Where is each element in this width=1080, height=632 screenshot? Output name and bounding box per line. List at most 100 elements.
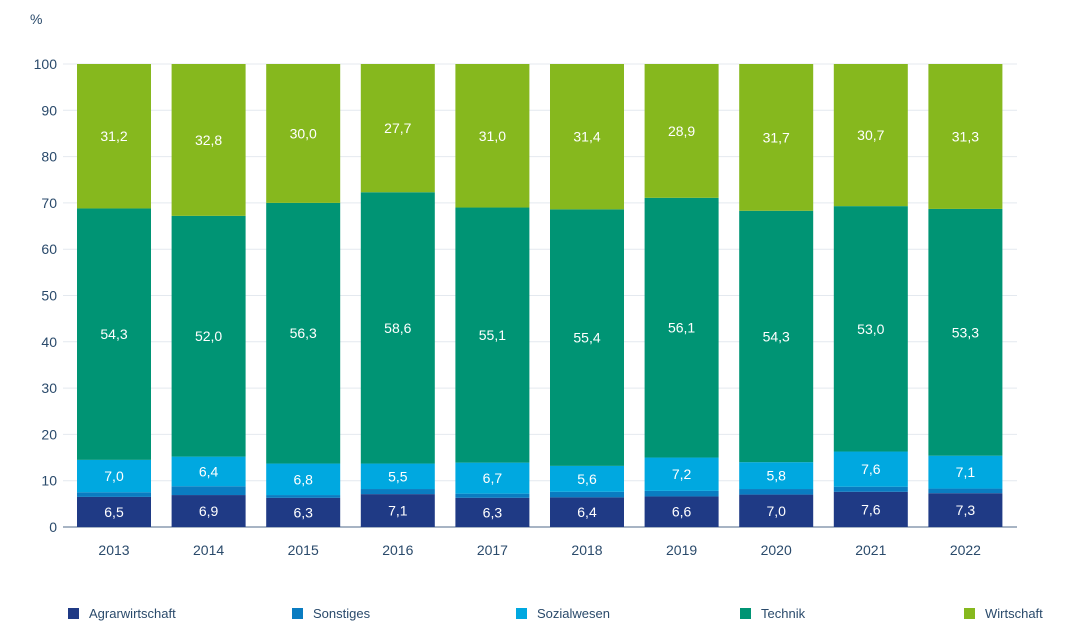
y-tick-label: 80 bbox=[41, 149, 57, 165]
x-tick-label: 2022 bbox=[950, 542, 981, 558]
bar-segment-sonstiges bbox=[77, 492, 151, 497]
x-tick-label: 2021 bbox=[855, 542, 886, 558]
bar-segment-sozialwesen bbox=[360, 463, 435, 490]
data-label-agrarwirtschaft: 6,3 bbox=[293, 504, 313, 520]
data-label-sozialwesen: 6,8 bbox=[293, 471, 313, 487]
data-label-sozialwesen: 6,7 bbox=[483, 470, 503, 486]
data-label-technik: 54,3 bbox=[100, 326, 127, 342]
data-label-wirtschaft: 30,7 bbox=[857, 127, 884, 143]
bar-segment-technik bbox=[171, 215, 246, 457]
data-label-agrarwirtschaft: 7,0 bbox=[766, 503, 786, 519]
x-tick-label: 2019 bbox=[666, 542, 697, 558]
y-tick-label: 40 bbox=[41, 334, 57, 350]
bar-segment-wirtschaft bbox=[455, 64, 530, 208]
bar-segment-technik bbox=[739, 210, 814, 463]
legend-label: Agrarwirtschaft bbox=[89, 606, 176, 621]
bar-segment-agrarwirtschaft bbox=[266, 497, 341, 527]
bar-segment-agrarwirtschaft bbox=[550, 497, 624, 527]
bar-group-2016: 7,1 5,5 58,6 27,7 bbox=[360, 64, 435, 527]
bar-segment-agrarwirtschaft bbox=[928, 493, 1003, 527]
bar-segment-sonstiges bbox=[644, 490, 719, 497]
data-label-sozialwesen: 5,8 bbox=[766, 468, 786, 484]
y-tick-label: 100 bbox=[34, 56, 58, 72]
data-label-wirtschaft: 30,0 bbox=[290, 125, 317, 141]
bar-segment-wirtschaft bbox=[550, 64, 624, 210]
legend-label: Sonstiges bbox=[313, 606, 371, 621]
y-tick-label: 10 bbox=[41, 473, 57, 489]
y-tick-label: 20 bbox=[41, 426, 57, 442]
bar-segment-wirtschaft bbox=[739, 64, 814, 211]
bar-segment-technik bbox=[77, 208, 151, 460]
data-label-technik: 54,3 bbox=[763, 328, 790, 344]
data-label-technik: 56,3 bbox=[290, 325, 317, 341]
legend-swatch bbox=[292, 608, 303, 619]
legend: Agrarwirtschaft Sonstiges Sozialwesen Techn… bbox=[68, 606, 1080, 621]
bars: 6,5 7,0 54,3 31,2 6,9 6,4 52,0 32,8 6,3 6,8 56,3 30… bbox=[77, 64, 1003, 527]
data-label-agrarwirtschaft: 6,6 bbox=[672, 504, 692, 520]
bar-segment-sonstiges bbox=[171, 486, 246, 496]
bar-segment-sonstiges bbox=[833, 486, 908, 492]
bar-group-2021: 7,6 7,6 53,0 30,7 bbox=[833, 64, 908, 527]
data-label-technik: 55,4 bbox=[573, 330, 600, 346]
bar-segment-agrarwirtschaft bbox=[171, 495, 246, 527]
bar-segment-sonstiges bbox=[928, 488, 1003, 494]
bar-segment-sonstiges bbox=[550, 491, 624, 498]
data-label-technik: 52,0 bbox=[195, 328, 222, 344]
data-label-wirtschaft: 28,9 bbox=[668, 123, 695, 139]
bar-segment-wirtschaft bbox=[171, 64, 246, 216]
legend-label: Technik bbox=[761, 606, 806, 621]
data-label-wirtschaft: 31,2 bbox=[100, 128, 127, 144]
bar-segment-agrarwirtschaft bbox=[739, 494, 814, 527]
data-label-wirtschaft: 31,3 bbox=[952, 128, 979, 144]
data-label-wirtschaft: 31,0 bbox=[479, 128, 506, 144]
bar-segment-technik bbox=[928, 208, 1003, 456]
bar-segment-sozialwesen bbox=[739, 462, 814, 490]
bar-segment-sonstiges bbox=[360, 489, 435, 495]
bar-segment-technik bbox=[360, 192, 435, 464]
bar-segment-wirtschaft bbox=[928, 64, 1003, 209]
data-label-technik: 58,6 bbox=[384, 320, 411, 336]
legend-label: Sozialwesen bbox=[537, 606, 610, 621]
x-axis-ticks: 2013 2014 2015 2016 2017 2018 2019 2020 2021 2022 bbox=[98, 542, 981, 558]
legend-item-wirtschaft: Wirtschaft bbox=[964, 606, 1080, 621]
x-tick-label: 2014 bbox=[193, 542, 224, 558]
bar-segment-agrarwirtschaft bbox=[360, 494, 435, 527]
bar-segment-sozialwesen bbox=[171, 456, 246, 487]
bar-segment-agrarwirtschaft bbox=[455, 497, 530, 527]
bar-segment-sozialwesen bbox=[550, 465, 624, 492]
bar-segment-sonstiges bbox=[266, 495, 341, 498]
x-tick-label: 2020 bbox=[761, 542, 792, 558]
bar-segment-sonstiges bbox=[455, 493, 530, 498]
x-tick-label: 2016 bbox=[382, 542, 413, 558]
bar-group-2022: 7,3 7,1 53,3 31,3 bbox=[928, 64, 1003, 527]
bar-segment-technik bbox=[550, 209, 624, 466]
bar-segment-wirtschaft bbox=[644, 64, 719, 198]
bar-segment-sozialwesen bbox=[833, 451, 908, 487]
y-tick-label: 90 bbox=[41, 102, 57, 118]
y-tick-label: 50 bbox=[41, 288, 57, 304]
data-label-agrarwirtschaft: 6,3 bbox=[483, 504, 503, 520]
data-label-technik: 53,0 bbox=[857, 321, 884, 337]
legend-swatch bbox=[516, 608, 527, 619]
bar-segment-agrarwirtschaft bbox=[644, 496, 719, 527]
data-label-agrarwirtschaft: 6,4 bbox=[577, 504, 597, 520]
data-label-agrarwirtschaft: 6,9 bbox=[199, 503, 219, 519]
data-label-wirtschaft: 31,4 bbox=[573, 129, 600, 145]
bar-segment-technik bbox=[266, 202, 341, 464]
bar-group-2019: 6,6 7,2 56,1 28,9 bbox=[644, 64, 719, 527]
data-label-wirtschaft: 31,7 bbox=[763, 129, 790, 145]
y-tick-label: 70 bbox=[41, 195, 57, 211]
data-label-sozialwesen: 7,0 bbox=[104, 468, 124, 484]
data-label-wirtschaft: 27,7 bbox=[384, 120, 411, 136]
data-label-sozialwesen: 5,6 bbox=[577, 471, 597, 487]
bar-segment-sozialwesen bbox=[455, 462, 530, 494]
data-label-sozialwesen: 6,4 bbox=[199, 463, 219, 479]
legend-swatch bbox=[964, 608, 975, 619]
bar-segment-agrarwirtschaft bbox=[77, 496, 151, 527]
bar-segment-wirtschaft bbox=[77, 64, 151, 209]
bar-group-2018: 6,4 5,6 55,4 31,4 bbox=[550, 64, 624, 527]
x-tick-label: 2017 bbox=[477, 542, 508, 558]
y-axis-ticks: 0 10 20 30 40 50 60 70 80 90 100 bbox=[34, 56, 58, 535]
legend-item-sozialwesen: Sozialwesen bbox=[516, 606, 740, 621]
bar-segment-wirtschaft bbox=[833, 64, 908, 207]
